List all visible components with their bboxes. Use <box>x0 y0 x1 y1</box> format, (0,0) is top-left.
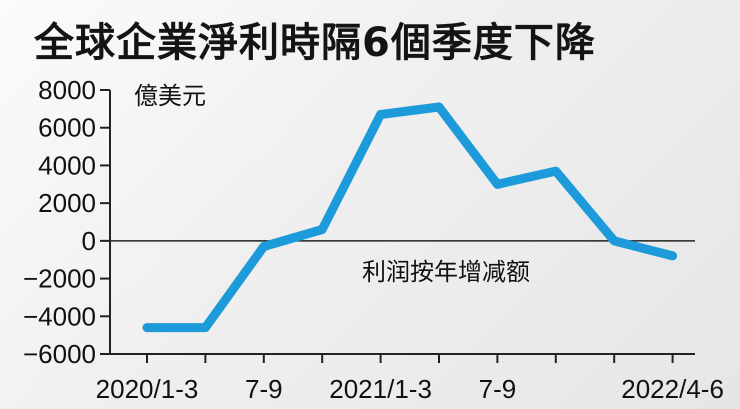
y-tick-label: 0 <box>82 226 96 256</box>
x-tick-label: 7-9 <box>479 374 517 404</box>
x-tick-labels: 2020/1-3 7-9 2021/1-3 7-9 2022/4-6 <box>96 374 724 404</box>
x-tick-label: 2022/4-6 <box>621 374 724 404</box>
y-tick-label: −6000 <box>23 339 96 369</box>
x-tick-label: 7-9 <box>245 374 283 404</box>
y-tick-label: −2000 <box>23 264 96 294</box>
y-tick-label: 2000 <box>38 188 96 218</box>
y-tick-labels: 8000 6000 4000 2000 0 −2000 −4000 −6000 <box>23 75 96 369</box>
y-tick-label: −4000 <box>23 301 96 331</box>
y-tick-label: 4000 <box>38 150 96 180</box>
y-tick-label: 8000 <box>38 75 96 105</box>
chart-title: 全球企業淨利時隔6個季度下降 <box>34 20 596 66</box>
series-line <box>142 102 678 333</box>
annotation-label: 利润按年增减额 <box>362 258 530 286</box>
y-axis-unit-label: 億美元 <box>134 82 206 110</box>
y-tick-label: 6000 <box>38 113 96 143</box>
series-group <box>142 102 678 333</box>
axes <box>100 89 695 363</box>
x-tick-label: 2020/1-3 <box>96 374 199 404</box>
x-tick-label: 2021/1-3 <box>329 374 432 404</box>
